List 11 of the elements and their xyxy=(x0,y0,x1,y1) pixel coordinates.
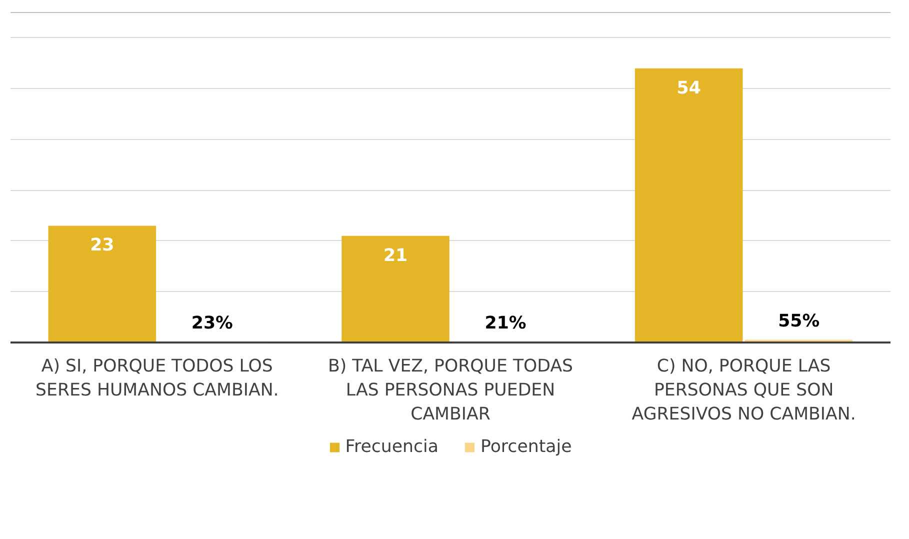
data-label: 54 xyxy=(676,78,701,98)
data-label: 21% xyxy=(484,313,526,334)
legend-label: Frecuencia xyxy=(345,437,438,457)
legend-label: Porcentaje xyxy=(480,437,572,457)
data-label: 55% xyxy=(778,312,820,332)
x-tick-label: C) NO, PORQUE LAS PERSONAS QUE SON AGRESIVOS NO CAMBIAN. xyxy=(632,356,856,424)
data-label: 23% xyxy=(191,313,233,334)
x-tick-label: A) SI, PORQUE TODOS LOS SERES HUMANOS CAMBIAN. xyxy=(36,356,279,400)
data-label: 23 xyxy=(90,236,114,256)
data-label: 21 xyxy=(383,246,408,266)
x-tick-label: B) TAL VEZ, PORQUE TODAS LAS PERSONAS PUEDEN CAMBIAR xyxy=(328,356,574,424)
